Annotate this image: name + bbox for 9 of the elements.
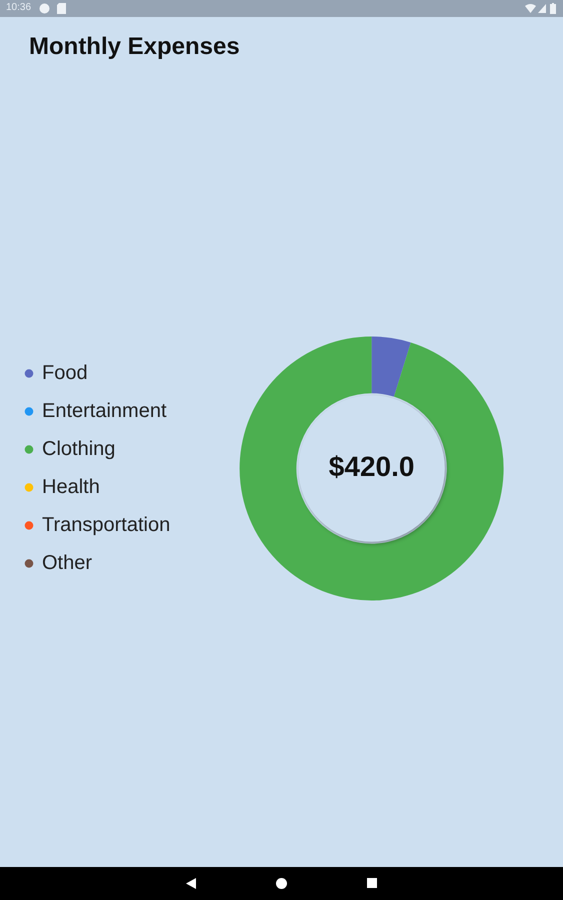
chart-title: Monthly Expenses xyxy=(29,33,240,61)
text: 10:36 xyxy=(6,2,32,13)
legend-label: Other xyxy=(42,552,92,574)
text: $420.0 xyxy=(328,451,414,482)
legend-label: Clothing xyxy=(42,438,116,460)
legend-label: Food xyxy=(42,362,88,384)
legend-label: Health xyxy=(42,476,100,498)
legend-label: Entertainment xyxy=(42,400,167,422)
legend-label: Transportation xyxy=(42,514,170,536)
